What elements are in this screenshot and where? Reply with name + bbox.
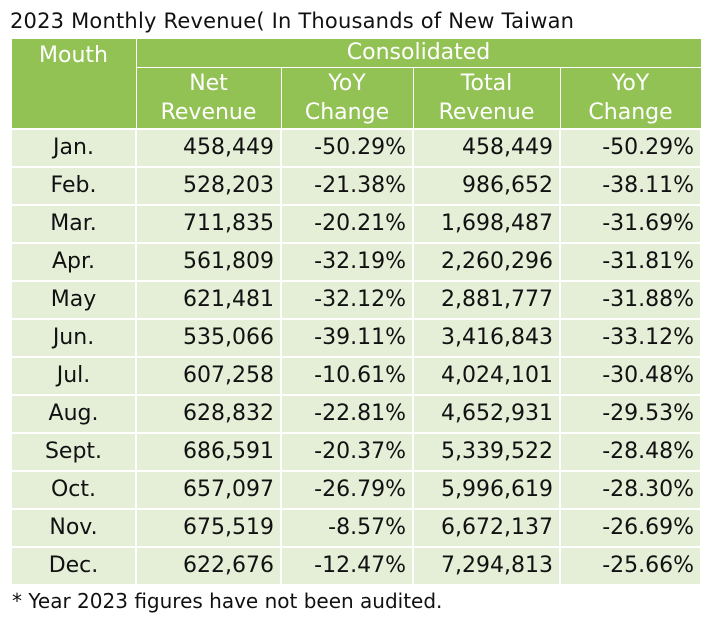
- table-row: Jun. 535,066 -39.11% 3,416,843 -33.12%: [10, 318, 703, 358]
- net-revenue-cell: 458,449: [135, 128, 282, 168]
- total-revenue-cell: 6,672,137: [412, 508, 561, 548]
- net-revenue-header-line1: Net: [189, 71, 228, 96]
- month-cell: May: [10, 280, 137, 320]
- net-revenue-cell: 528,203: [135, 166, 282, 206]
- yoy-total-cell: -31.69%: [558, 204, 703, 244]
- total-revenue-cell: 5,996,619: [412, 470, 561, 510]
- total-revenue-cell: 5,339,522: [412, 432, 561, 472]
- table-row: Apr. 561,809 -32.19% 2,260,296 -31.81%: [10, 242, 703, 282]
- month-cell: Jul.: [10, 356, 137, 396]
- table-row: Mar. 711,835 -20.21% 1,698,487 -31.69%: [10, 204, 703, 244]
- total-revenue-header-line1: Total: [460, 71, 513, 96]
- month-column-header: Mouth: [10, 38, 137, 130]
- yoy-total-cell: -31.88%: [558, 280, 703, 320]
- yoy-net-header-line2: Change: [304, 100, 390, 125]
- total-revenue-header-line2: Revenue: [438, 100, 535, 125]
- total-revenue-cell: 986,652: [412, 166, 561, 206]
- yoy-total-cell: -26.69%: [558, 508, 703, 548]
- net-revenue-cell: 535,066: [135, 318, 282, 358]
- yoy-net-cell: -8.57%: [280, 508, 414, 548]
- table-header: Mouth Consolidated Net Revenue YoY Chang…: [10, 38, 702, 130]
- month-cell: Nov.: [10, 508, 137, 548]
- yoy-net-cell: -20.37%: [280, 432, 414, 472]
- yoy-net-cell: -32.19%: [280, 242, 414, 282]
- revenue-table: Mouth Consolidated Net Revenue YoY Chang…: [10, 38, 703, 586]
- month-cell: Sept.: [10, 432, 137, 472]
- total-revenue-cell: 458,449: [412, 128, 561, 168]
- net-revenue-cell: 675,519: [135, 508, 282, 548]
- total-revenue-cell: 3,416,843: [412, 318, 561, 358]
- net-revenue-cell: 711,835: [135, 204, 282, 244]
- yoy-net-cell: -21.38%: [280, 166, 414, 206]
- total-revenue-cell: 2,260,296: [412, 242, 561, 282]
- yoy-total-cell: -28.30%: [558, 470, 703, 510]
- month-cell: Jan.: [10, 128, 137, 168]
- consolidated-group-header: Consolidated: [135, 38, 702, 68]
- yoy-total-cell: -25.66%: [558, 546, 703, 586]
- yoy-total-cell: -28.48%: [558, 432, 703, 472]
- yoy-net-cell: -50.29%: [280, 128, 414, 168]
- audit-footnote: * Year 2023 figures have not been audite…: [12, 589, 443, 613]
- table-row: Sept. 686,591 -20.37% 5,339,522 -28.48%: [10, 432, 703, 472]
- net-revenue-column-header: Net Revenue: [135, 67, 282, 130]
- table-row: May 621,481 -32.12% 2,881,777 -31.88%: [10, 280, 703, 320]
- month-cell: Jun.: [10, 318, 137, 358]
- yoy-total-header-line2: Change: [588, 100, 673, 125]
- yoy-net-cell: -39.11%: [280, 318, 414, 358]
- table-row: Feb. 528,203 -21.38% 986,652 -38.11%: [10, 166, 703, 206]
- total-revenue-cell: 2,881,777: [412, 280, 561, 320]
- yoy-total-header-line1: YoY: [611, 71, 650, 96]
- yoy-total-cell: -30.48%: [558, 356, 703, 396]
- yoy-net-header-line1: YoY: [328, 71, 366, 96]
- table-row: Jan. 458,449 -50.29% 458,449 -50.29%: [10, 128, 703, 168]
- net-revenue-cell: 628,832: [135, 394, 282, 434]
- total-revenue-column-header: Total Revenue: [412, 67, 561, 130]
- yoy-net-cell: -12.47%: [280, 546, 414, 586]
- yoy-net-column-header: YoY Change: [280, 67, 414, 130]
- yoy-total-column-header: YoY Change: [559, 67, 702, 130]
- table-row: Jul. 607,258 -10.61% 4,024,101 -30.48%: [10, 356, 703, 396]
- table-body: Jan. 458,449 -50.29% 458,449 -50.29% Feb…: [10, 128, 703, 586]
- yoy-net-cell: -26.79%: [280, 470, 414, 510]
- yoy-total-cell: -50.29%: [558, 128, 703, 168]
- yoy-total-cell: -31.81%: [558, 242, 703, 282]
- yoy-total-cell: -33.12%: [558, 318, 703, 358]
- month-cell: Dec.: [10, 546, 137, 586]
- yoy-net-cell: -22.81%: [280, 394, 414, 434]
- month-cell: Feb.: [10, 166, 137, 206]
- yoy-total-cell: -38.11%: [558, 166, 703, 206]
- net-revenue-cell: 607,258: [135, 356, 282, 396]
- total-revenue-cell: 4,652,931: [412, 394, 561, 434]
- month-cell: Oct.: [10, 470, 137, 510]
- net-revenue-cell: 621,481: [135, 280, 282, 320]
- total-revenue-cell: 7,294,813: [412, 546, 561, 586]
- month-cell: Mar.: [10, 204, 137, 244]
- net-revenue-cell: 561,809: [135, 242, 282, 282]
- yoy-net-cell: -32.12%: [280, 280, 414, 320]
- table-row: Aug. 628,832 -22.81% 4,652,931 -29.53%: [10, 394, 703, 434]
- yoy-net-cell: -20.21%: [280, 204, 414, 244]
- net-revenue-cell: 622,676: [135, 546, 282, 586]
- total-revenue-cell: 4,024,101: [412, 356, 561, 396]
- yoy-total-cell: -29.53%: [558, 394, 703, 434]
- page-title: 2023 Monthly Revenue( In Thousands of Ne…: [10, 9, 575, 33]
- month-cell: Apr.: [10, 242, 137, 282]
- net-revenue-header-line2: Revenue: [160, 100, 257, 125]
- table-row: Oct. 657,097 -26.79% 5,996,619 -28.30%: [10, 470, 703, 510]
- net-revenue-cell: 657,097: [135, 470, 282, 510]
- table-row: Nov. 675,519 -8.57% 6,672,137 -26.69%: [10, 508, 703, 548]
- net-revenue-cell: 686,591: [135, 432, 282, 472]
- total-revenue-cell: 1,698,487: [412, 204, 561, 244]
- month-cell: Aug.: [10, 394, 137, 434]
- table-row: Dec. 622,676 -12.47% 7,294,813 -25.66%: [10, 546, 703, 586]
- yoy-net-cell: -10.61%: [280, 356, 414, 396]
